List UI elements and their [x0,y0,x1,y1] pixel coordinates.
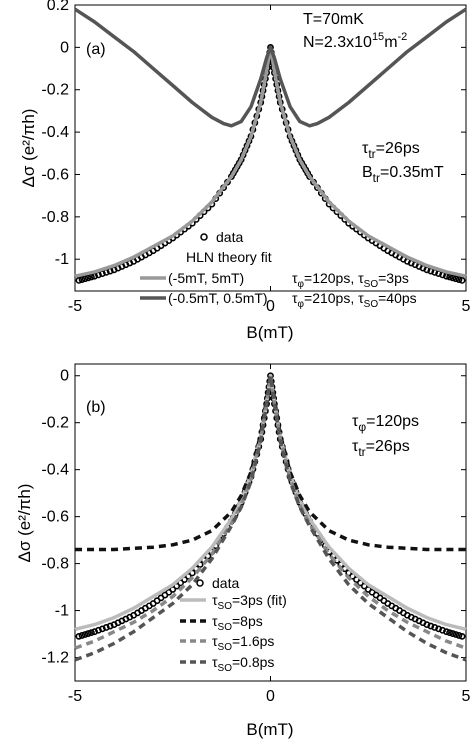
y-tick-label: -0.4 [41,462,69,479]
legend-fit2-params: τφ=210ps, τSO=40ps [292,290,417,310]
data-point [88,629,95,637]
tau-tr-b-annotation: τtr=26ps [352,438,410,459]
data-point [452,275,460,283]
legend-data-marker [200,233,208,241]
tau-phi-annotation: τφ=120ps [352,413,419,434]
y-tick-label: -0.2 [41,415,69,432]
panel-b-x-label: B(mT) [246,720,293,739]
data-point [84,274,92,282]
tau-tr-annotation: τtr=26ps [362,140,420,161]
x-tick-label: 0 [266,298,275,315]
data-point [452,631,460,638]
panel-a: -5 0 5 0.2 0 -0.2 -0.4 -0.6 -0.8 -1 (a) T=70mK N=… [19,0,471,342]
data-point [78,276,86,283]
density-annotation: N=2.3x1015m-2 [303,31,407,51]
y-tick-label: -1 [55,251,69,268]
panel-a-x-label: B(mT) [246,323,293,342]
y-tick-label: -0.4 [41,124,69,141]
x-tick-label: 5 [462,298,471,315]
b-tr-annotation: Btr=0.35mT [362,164,444,185]
x-tick-label: -5 [68,298,82,315]
y-tick-label: -1.2 [41,650,69,667]
y-tick-label: 0 [60,368,69,385]
data-point [75,277,83,284]
data-point [455,632,463,639]
data-point [455,276,463,283]
data-point [449,630,457,637]
data-point [458,277,466,284]
legend-fit-title: HLN theory fit [186,249,272,265]
panel-a-label: (a) [86,41,106,58]
series-line [74,7,467,128]
y-tick-label: -0.8 [41,556,69,573]
panel-b-label: (b) [86,399,106,416]
series-line [75,373,466,552]
data-point [81,631,89,638]
panel-a-series [74,7,467,284]
panel-b-y-label: Δσ (e²/πh) [15,484,34,563]
legend-fit1-range: (-5mT, 5mT) [168,270,244,286]
panel-a-y-label: Δσ (e²/πh) [19,109,38,188]
y-tick-label: 0.2 [47,0,69,14]
x-tick-label: 0 [266,688,275,705]
data-point [169,586,177,593]
legend-b-0.8ps-label: τSO=0.8ps [212,654,274,674]
legend-fit2-range: (-0.5mT, 0.5mT) [168,290,268,306]
panel-b: -5 0 5 0 -0.2 -0.4 -0.6 -0.8 -1 -1.2 (b) τφ=120ps… [15,363,471,739]
x-tick-label: 5 [462,688,471,705]
panel-b-series [74,372,467,662]
legend-b-data-marker [196,579,204,587]
data-point [75,632,83,640]
legend-b-1.6ps-label: τSO=1.6ps [212,633,274,653]
x-tick-label: -5 [68,688,82,705]
data-point [78,632,86,639]
data-point [449,274,457,282]
series-line [74,45,467,278]
temperature-annotation: T=70mK [303,11,364,28]
legend-b-data-label: data [212,575,239,591]
y-tick-label: 0 [60,39,69,56]
y-tick-label: -0.6 [41,166,69,183]
series-line [74,373,467,662]
data-point [458,632,466,640]
panel-a-legend: data HLN theory fit (-5mT, 5mT) τφ=120ps… [140,229,417,310]
y-tick-label: -0.8 [41,209,69,226]
legend-data-label: data [216,229,243,245]
legend-fit1-params: τφ=120ps, τSO=3ps [292,270,409,290]
data-point [443,628,450,636]
data-point [446,273,453,281]
data-point [84,630,92,637]
panel-b-ticks: -5 0 5 0 -0.2 -0.4 -0.6 -0.8 -1 -1.2 [41,364,471,705]
legend-b-8ps-label: τSO=8ps [212,613,263,633]
panel-a-ticks: -5 0 5 0.2 0 -0.2 -0.4 -0.6 -0.8 -1 [41,0,470,315]
y-tick-label: -1 [55,603,69,620]
panel-b-legend: data τSO=3ps (fit) τSO=8ps τSO=1.6ps τSO… [180,575,287,674]
data-point [81,275,89,283]
data-point [88,273,95,281]
y-tick-label: -0.2 [41,82,69,99]
series-line [74,373,467,632]
y-tick-label: -0.6 [41,509,69,526]
legend-b-fit-label: τSO=3ps (fit) [212,592,287,612]
data-point [446,629,453,637]
